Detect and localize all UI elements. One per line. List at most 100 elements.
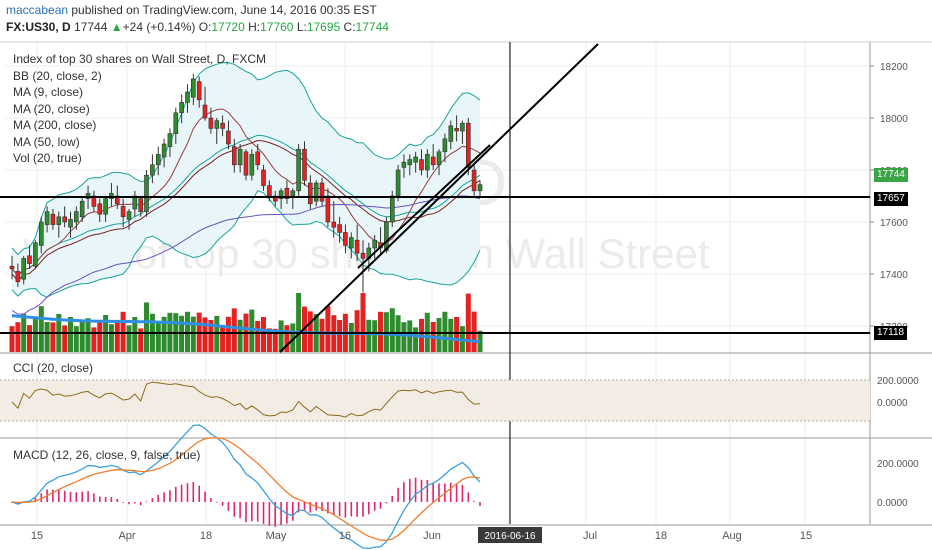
candle-body: [319, 182, 325, 202]
open-value: 17720: [211, 20, 245, 34]
macd-histogram-bar: [391, 495, 393, 502]
macd-histogram-bar: [432, 482, 434, 502]
candle-body: [413, 156, 418, 163]
horizontal-line-tag-upper: 17657: [874, 192, 908, 206]
indicator-legend: Index of top 30 shares on Wall Street, D…: [13, 51, 266, 167]
symbol-label: FX:US30, D: [6, 20, 71, 34]
last-price: 17744: [74, 20, 108, 34]
ma20-line: [11, 139, 481, 282]
volume-bar: [337, 320, 343, 352]
macd-histogram-bar: [239, 502, 241, 519]
macd-histogram-bar: [297, 502, 300, 513]
macd-histogram-bar: [350, 502, 353, 517]
macd-histogram-bar: [327, 502, 329, 514]
volume-bar: [290, 323, 296, 352]
legend-ma200[interactable]: MA (200, close): [13, 118, 97, 132]
volume-bar: [255, 321, 261, 352]
candle-body: [354, 239, 360, 254]
candle-body: [56, 216, 62, 225]
macd-histogram-bar: [362, 502, 364, 517]
candle-body: [372, 239, 378, 249]
volume-bar: [190, 316, 196, 352]
volume-bar: [454, 317, 460, 352]
macd-histogram-bar: [169, 490, 171, 502]
cci-tick-label: 0.0000: [877, 398, 908, 409]
publish-text: published on TradingView.com, June 14, 2…: [68, 3, 377, 17]
macd-histogram-bar: [286, 502, 288, 524]
legend-ma20[interactable]: MA (20, close): [13, 101, 90, 116]
candle-body: [343, 232, 348, 246]
candle-body: [454, 128, 459, 132]
candle-body: [191, 78, 196, 98]
ma50-line: [11, 195, 481, 315]
volume-bar: [471, 311, 477, 352]
publish-info: maccabean published on TradingView.com, …: [6, 3, 377, 17]
macd-histogram-bar: [180, 484, 183, 502]
macd-histogram-bar: [280, 502, 282, 525]
macd-histogram-bar: [233, 502, 236, 517]
time-tick-label: 15: [800, 530, 812, 542]
macd-histogram-bar: [139, 502, 142, 506]
volume-bar: [325, 306, 331, 352]
legend-vol[interactable]: Vol (20, true): [13, 151, 82, 165]
legend-ma50[interactable]: MA (50, low): [13, 134, 80, 149]
candle-body: [325, 195, 331, 223]
volume-bar: [465, 293, 471, 352]
macd-histogram-bar: [134, 502, 136, 504]
candle-body: [33, 242, 38, 267]
candle-body: [243, 151, 249, 176]
up-arrow-icon: ▲: [110, 20, 123, 34]
time-tick-label: Jul: [583, 530, 597, 542]
volume-bar: [144, 302, 149, 352]
author-link[interactable]: maccabean: [6, 3, 69, 17]
macd-histogram-bar: [40, 493, 43, 502]
volume-bar: [266, 328, 272, 352]
time-tick-label: 16: [339, 530, 351, 542]
legend-bb[interactable]: BB (20, close, 2): [13, 68, 102, 83]
volume-bar: [27, 325, 32, 352]
candle-body: [167, 133, 173, 147]
candle-body: [267, 185, 272, 197]
macd-histogram-bar: [34, 497, 37, 502]
volume-bar: [44, 322, 50, 352]
price-tick-label: 18200: [880, 62, 908, 73]
chart-title: Index of top 30 shares on Wall Street, D…: [13, 52, 266, 66]
macd-histogram-bar: [110, 497, 113, 502]
macd-histogram-bar: [175, 486, 177, 502]
candle-body: [348, 237, 354, 249]
macd-histogram-bar: [58, 489, 60, 502]
low-value: 17695: [306, 20, 341, 34]
macd-histogram-bar: [473, 501, 475, 502]
time-tick-label: May: [266, 530, 287, 542]
macd-histogram-bar: [251, 502, 253, 522]
candle-body: [179, 102, 184, 114]
macd-histogram-bar: [303, 502, 306, 511]
candle-body: [27, 255, 32, 264]
horizontal-line-tag-lower: 17118: [874, 326, 908, 340]
cci-tick-label: 200.0000: [877, 376, 919, 387]
volume-bar: [15, 322, 21, 352]
drawing-lines[interactable]: [0, 42, 870, 524]
volume-bar: [161, 316, 167, 352]
macd-histogram-bar: [87, 491, 89, 502]
candle-body: [302, 148, 307, 181]
volume-bar: [220, 327, 226, 352]
volume-bar: [366, 319, 372, 352]
volume-bar: [38, 306, 44, 352]
macd-histogram-bar: [274, 502, 276, 527]
cci-legend[interactable]: CCI (20, close): [13, 361, 94, 375]
macd-tick-label: 0.0000: [877, 498, 908, 509]
candle-body: [296, 148, 301, 192]
macd-histogram-bar: [373, 502, 376, 511]
volume-bar: [360, 293, 366, 352]
candle-body: [120, 206, 126, 218]
legend-ma9[interactable]: MA (9, close): [13, 85, 84, 99]
volume-bar: [132, 317, 138, 352]
candle-body: [226, 130, 231, 145]
macd-histogram-bar: [128, 502, 130, 505]
macd-legend[interactable]: MACD (12, 26, close, 9, false, true): [13, 448, 201, 462]
candle-body: [161, 143, 167, 158]
macd-histogram-bar: [344, 502, 347, 518]
volume-bar: [202, 317, 208, 352]
candle-body: [185, 91, 190, 103]
